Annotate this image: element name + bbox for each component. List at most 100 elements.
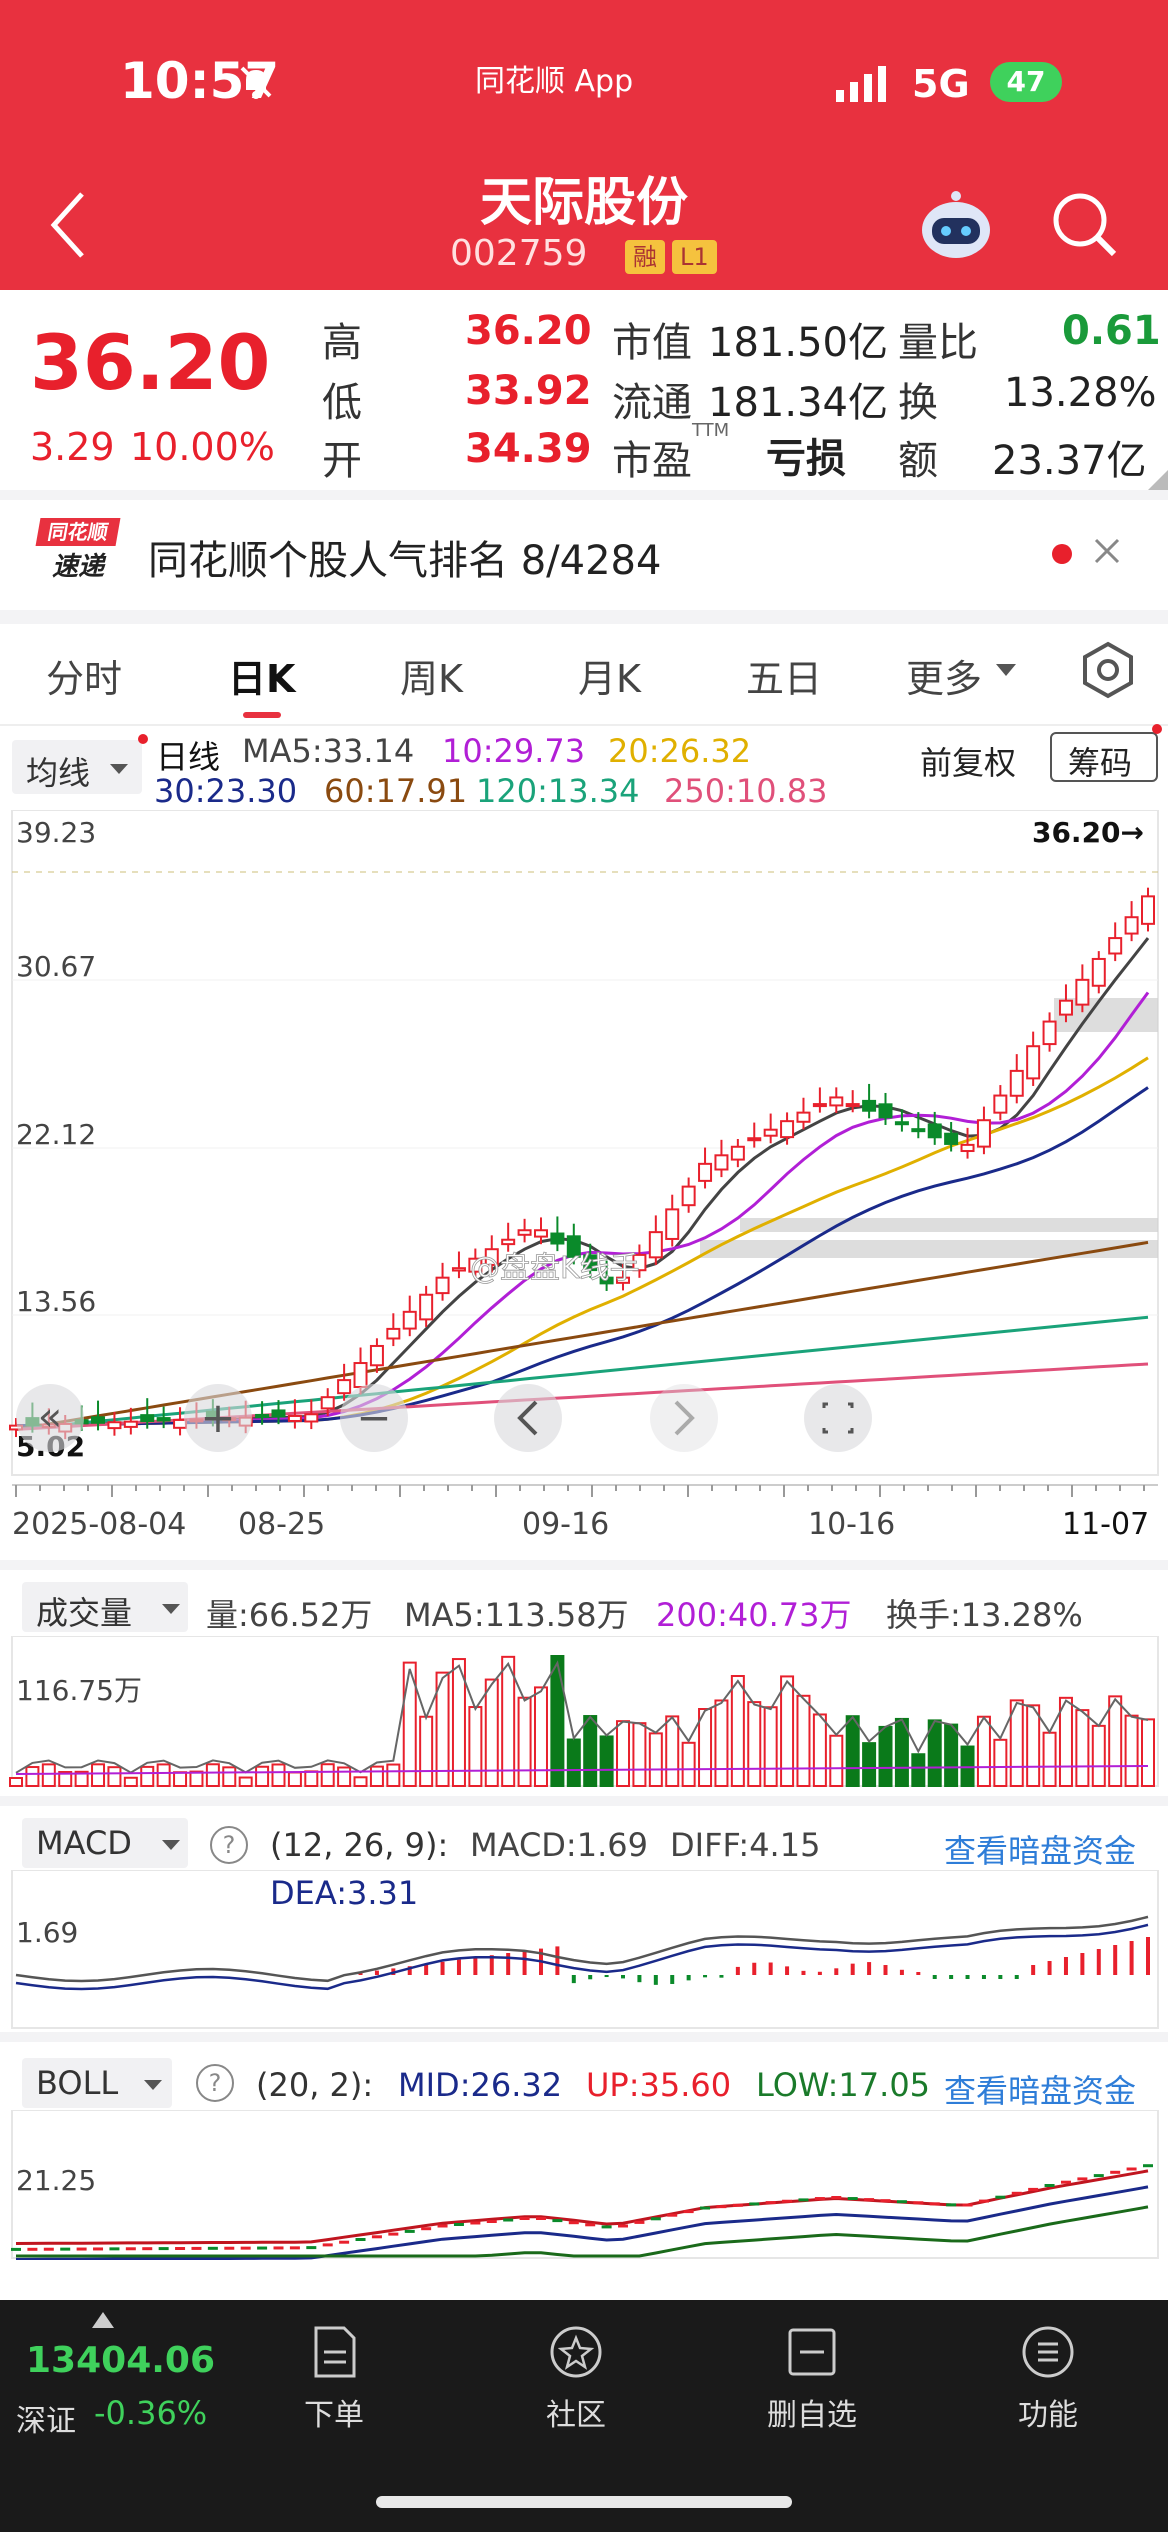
macd-dea-line	[15, 1923, 1149, 1991]
help-icon[interactable]: ?	[210, 1826, 248, 1864]
dark-pool-link[interactable]: 查看暗盘资金	[944, 1832, 1137, 1870]
volume-bar	[271, 1763, 286, 1787]
candle	[944, 1132, 959, 1145]
index-value[interactable]: 13404.06	[26, 2340, 216, 2381]
chip-button[interactable]: 筹码	[1050, 732, 1158, 782]
x-label-4: 11-07	[1062, 1507, 1149, 1540]
candle	[255, 1413, 270, 1419]
star-icon	[550, 2326, 602, 2378]
tab-more[interactable]: 更多	[906, 657, 983, 701]
open-value: 34.39	[465, 426, 592, 472]
search-icon[interactable]	[1050, 190, 1120, 264]
candle	[812, 1103, 827, 1108]
kline-chart[interactable]: 39.23 30.67 22.12 13.56 5.02 36.20→ @盘盘K…	[0, 810, 1168, 1540]
candle	[796, 1111, 811, 1123]
back-icon[interactable]	[48, 190, 88, 264]
dark-pool-link[interactable]: 查看暗盘资金	[944, 2072, 1137, 2110]
candle	[1091, 957, 1106, 987]
volume-ratio-label: 量比	[898, 320, 978, 366]
amount-label: 额	[898, 438, 938, 484]
volume-bar	[862, 1742, 877, 1787]
volume-bar	[763, 1706, 778, 1787]
volume-bar	[698, 1708, 713, 1787]
y-axis-top: 39.23	[16, 816, 96, 849]
community-button[interactable]: 社区	[546, 2322, 606, 2434]
volume-turnover: 换手:13.28%	[886, 1596, 1083, 1634]
macd-select[interactable]: MACD	[22, 1818, 188, 1868]
margin-tag: 融	[625, 240, 665, 274]
candle	[550, 1232, 565, 1245]
volume-select[interactable]: 成交量	[22, 1582, 188, 1632]
volume-bar	[156, 1763, 171, 1787]
volume-bar	[419, 1715, 434, 1787]
popularity-text: 同花顺个股人气排名 8/4284	[148, 538, 662, 584]
tab-weekly-k[interactable]: 周K	[400, 657, 463, 701]
volume-bar	[501, 1655, 516, 1788]
volume-bar	[780, 1675, 795, 1788]
volume-bar	[599, 1735, 614, 1787]
volume-bar	[648, 1732, 663, 1787]
candle	[599, 1276, 614, 1285]
candle	[1124, 916, 1139, 935]
macd-params: (12, 26, 9):	[270, 1826, 449, 1864]
ma60-label: 60:17.91	[324, 772, 468, 810]
candle	[304, 1413, 319, 1423]
tab-monthly-k[interactable]: 月K	[578, 657, 641, 701]
mute-icon	[236, 62, 276, 106]
tab-five-day[interactable]: 五日	[746, 657, 823, 701]
volume-bar	[533, 1686, 548, 1787]
volume-bar	[1108, 1695, 1123, 1787]
candle	[583, 1254, 598, 1272]
tab-timeshare[interactable]: 分时	[46, 657, 123, 701]
float-value: 181.34亿	[708, 380, 888, 426]
candle	[1009, 1069, 1024, 1097]
candle	[1058, 999, 1073, 1016]
fullscreen-icon	[822, 1402, 854, 1434]
pe-label: 市盈	[612, 438, 692, 484]
pe-value: 亏损	[766, 436, 846, 482]
moving-average-line	[15, 937, 1150, 1428]
candle	[337, 1379, 352, 1395]
turnover-label: 换	[898, 380, 938, 426]
settings-icon[interactable]	[1078, 640, 1138, 704]
boll-up: UP:35.60	[586, 2066, 732, 2104]
candle	[1108, 937, 1123, 955]
indicator-select[interactable]: 均线	[12, 740, 142, 794]
expand-corner-icon[interactable]	[1148, 470, 1168, 494]
popularity-banner[interactable]: 同花顺 速递 同花顺个股人气排名 8/4284	[0, 500, 1168, 610]
adjust-label[interactable]: 前复权	[920, 744, 1017, 782]
functions-button[interactable]: 功能	[1018, 2322, 1078, 2434]
candle	[435, 1276, 450, 1295]
robot-assistant-icon[interactable]	[916, 186, 996, 270]
candle	[862, 1099, 877, 1112]
volume-bar	[616, 1720, 631, 1787]
boll-select[interactable]: BOLL	[22, 2058, 172, 2108]
boll-chart[interactable]: 21.25	[0, 2110, 1168, 2260]
chart-nav-controls[interactable]: « + −	[16, 1384, 872, 1452]
help-icon[interactable]: ?	[196, 2064, 234, 2102]
y-axis-2: 30.67	[16, 950, 96, 983]
home-indicator	[376, 2496, 792, 2508]
order-button[interactable]: 下单	[304, 2322, 364, 2434]
close-icon[interactable]	[1092, 528, 1122, 582]
volume-bar	[714, 1699, 729, 1787]
volume-bar	[74, 1770, 89, 1788]
y-axis-4: 13.56	[16, 1285, 96, 1318]
status-app-name: 同花顺 App	[475, 64, 634, 99]
candle	[287, 1414, 302, 1422]
macd-chart[interactable]: 1.69	[0, 1870, 1168, 2030]
volume-value: 量:66.52万	[206, 1596, 373, 1634]
candle	[747, 1137, 762, 1142]
volume-bar	[845, 1715, 860, 1787]
candle	[533, 1229, 548, 1238]
candle	[484, 1248, 499, 1266]
candle	[993, 1094, 1008, 1114]
high-label: 高	[322, 320, 362, 366]
chevron-down-icon	[996, 662, 1016, 682]
index-name: 深证	[16, 2404, 76, 2439]
tab-daily-k[interactable]: 日K	[228, 657, 296, 701]
remove-watchlist-button[interactable]: 删自选	[767, 2322, 857, 2434]
volume-chart[interactable]: 116.75万	[0, 1636, 1168, 1788]
minus-box-icon	[788, 2328, 836, 2376]
volume-bar	[189, 1770, 204, 1787]
